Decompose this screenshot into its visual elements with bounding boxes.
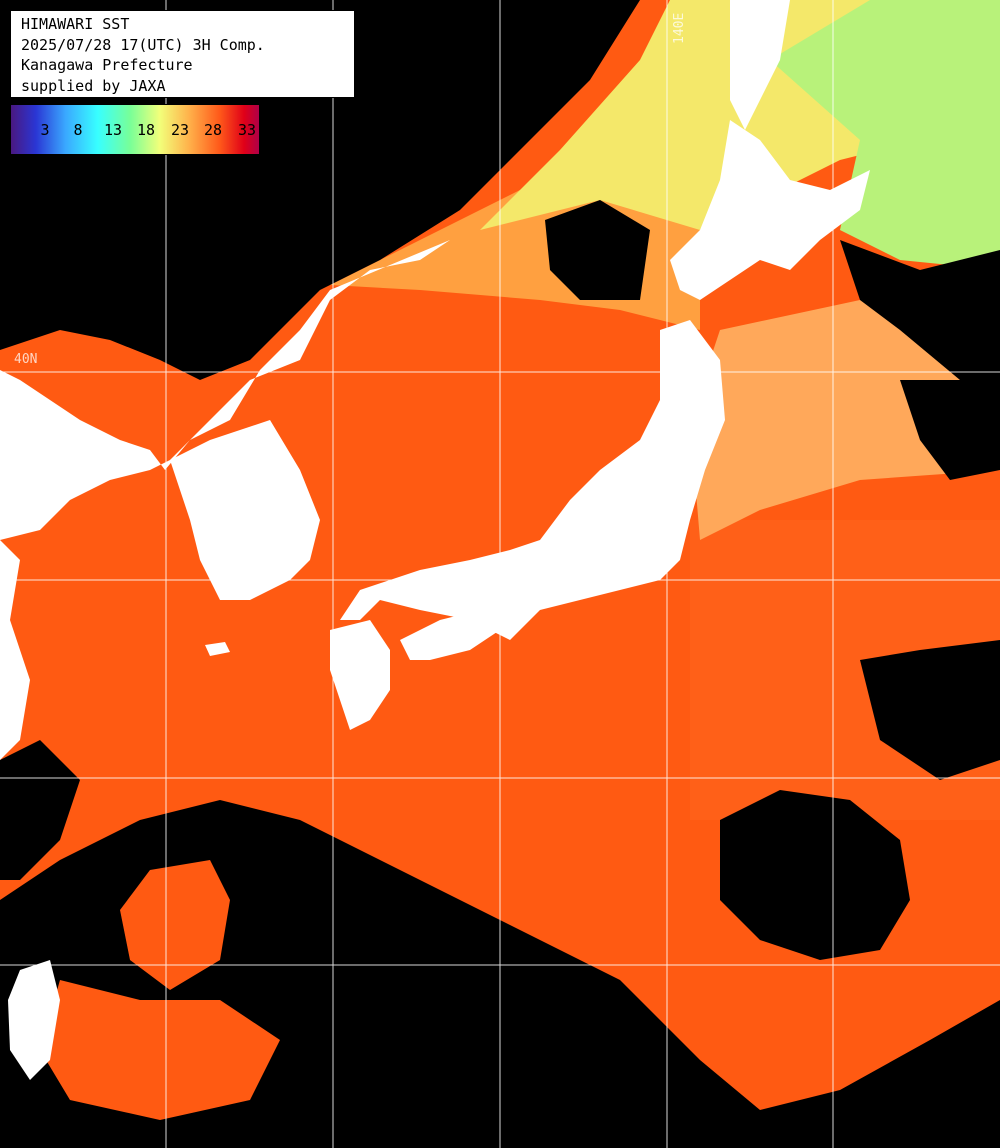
timestamp: 2025/07/28 17(UTC) 3H Comp. [21,35,265,54]
land-china-coast [0,540,30,760]
cloud-east-band [860,640,1000,780]
land-honshu [340,320,725,640]
land-korea-peninsula [170,420,320,600]
sea-southwest-warm [40,980,280,1120]
land-shikoku [400,610,500,660]
region-label: Kanagawa Prefecture [21,56,193,74]
credit-label: supplied by JAXA [21,76,166,95]
product-title: HIMAWARI SST [21,15,130,33]
land-hokkaido [670,120,870,300]
land-jeju [205,642,230,656]
cloud-hokkaido-east [840,240,1000,380]
cloud-pacific-east [900,380,1000,480]
scale-label: 33 [237,121,257,139]
scale-label: 28 [203,121,223,139]
lat-label-40n: 40N [14,352,38,367]
color-scale: 3 8 13 18 23 28 33 [10,104,260,155]
cloud-southeast-ring [720,790,910,960]
land-asia-mainland [0,240,450,540]
scale-label: 13 [103,121,123,139]
cloud-japan-sea-patch [545,200,650,300]
land-kyushu [330,620,390,730]
land-taiwan [8,960,60,1080]
cloud-west-coast [0,740,80,880]
scale-label: 23 [170,121,190,139]
sea-okhotsk-cold [770,0,1000,270]
land-sakhalin [730,0,790,130]
lon-label-140e: 140E [672,12,687,44]
sea-south-warm-patch [120,860,230,990]
scale-label: 8 [73,121,83,139]
info-box: HIMAWARI SST 2025/07/28 17(UTC) 3H Comp.… [10,10,355,98]
scale-label: 18 [136,121,156,139]
sea-pacific-north-cool [690,300,1000,540]
scale-label: 3 [40,121,50,139]
